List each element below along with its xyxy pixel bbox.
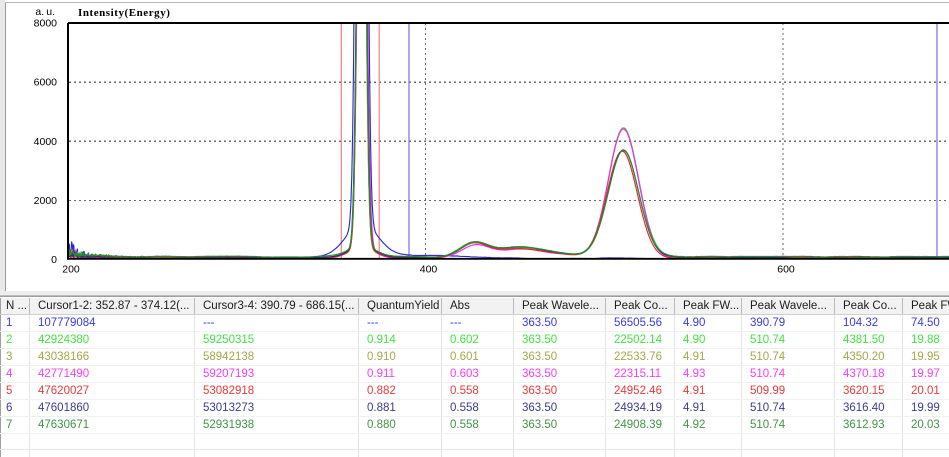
svg-text:4000: 4000 [34,136,58,148]
svg-text:a. u.: a. u. [35,6,55,18]
svg-text:600: 600 [777,264,795,276]
svg-text:Intensity(Energy): Intensity(Energy) [78,7,170,19]
svg-text:6000: 6000 [34,77,58,89]
svg-text:0: 0 [51,254,57,266]
svg-text:400: 400 [420,264,438,276]
svg-text:200: 200 [62,264,80,276]
svg-text:2000: 2000 [34,195,58,207]
svg-text:8000: 8000 [34,18,58,30]
